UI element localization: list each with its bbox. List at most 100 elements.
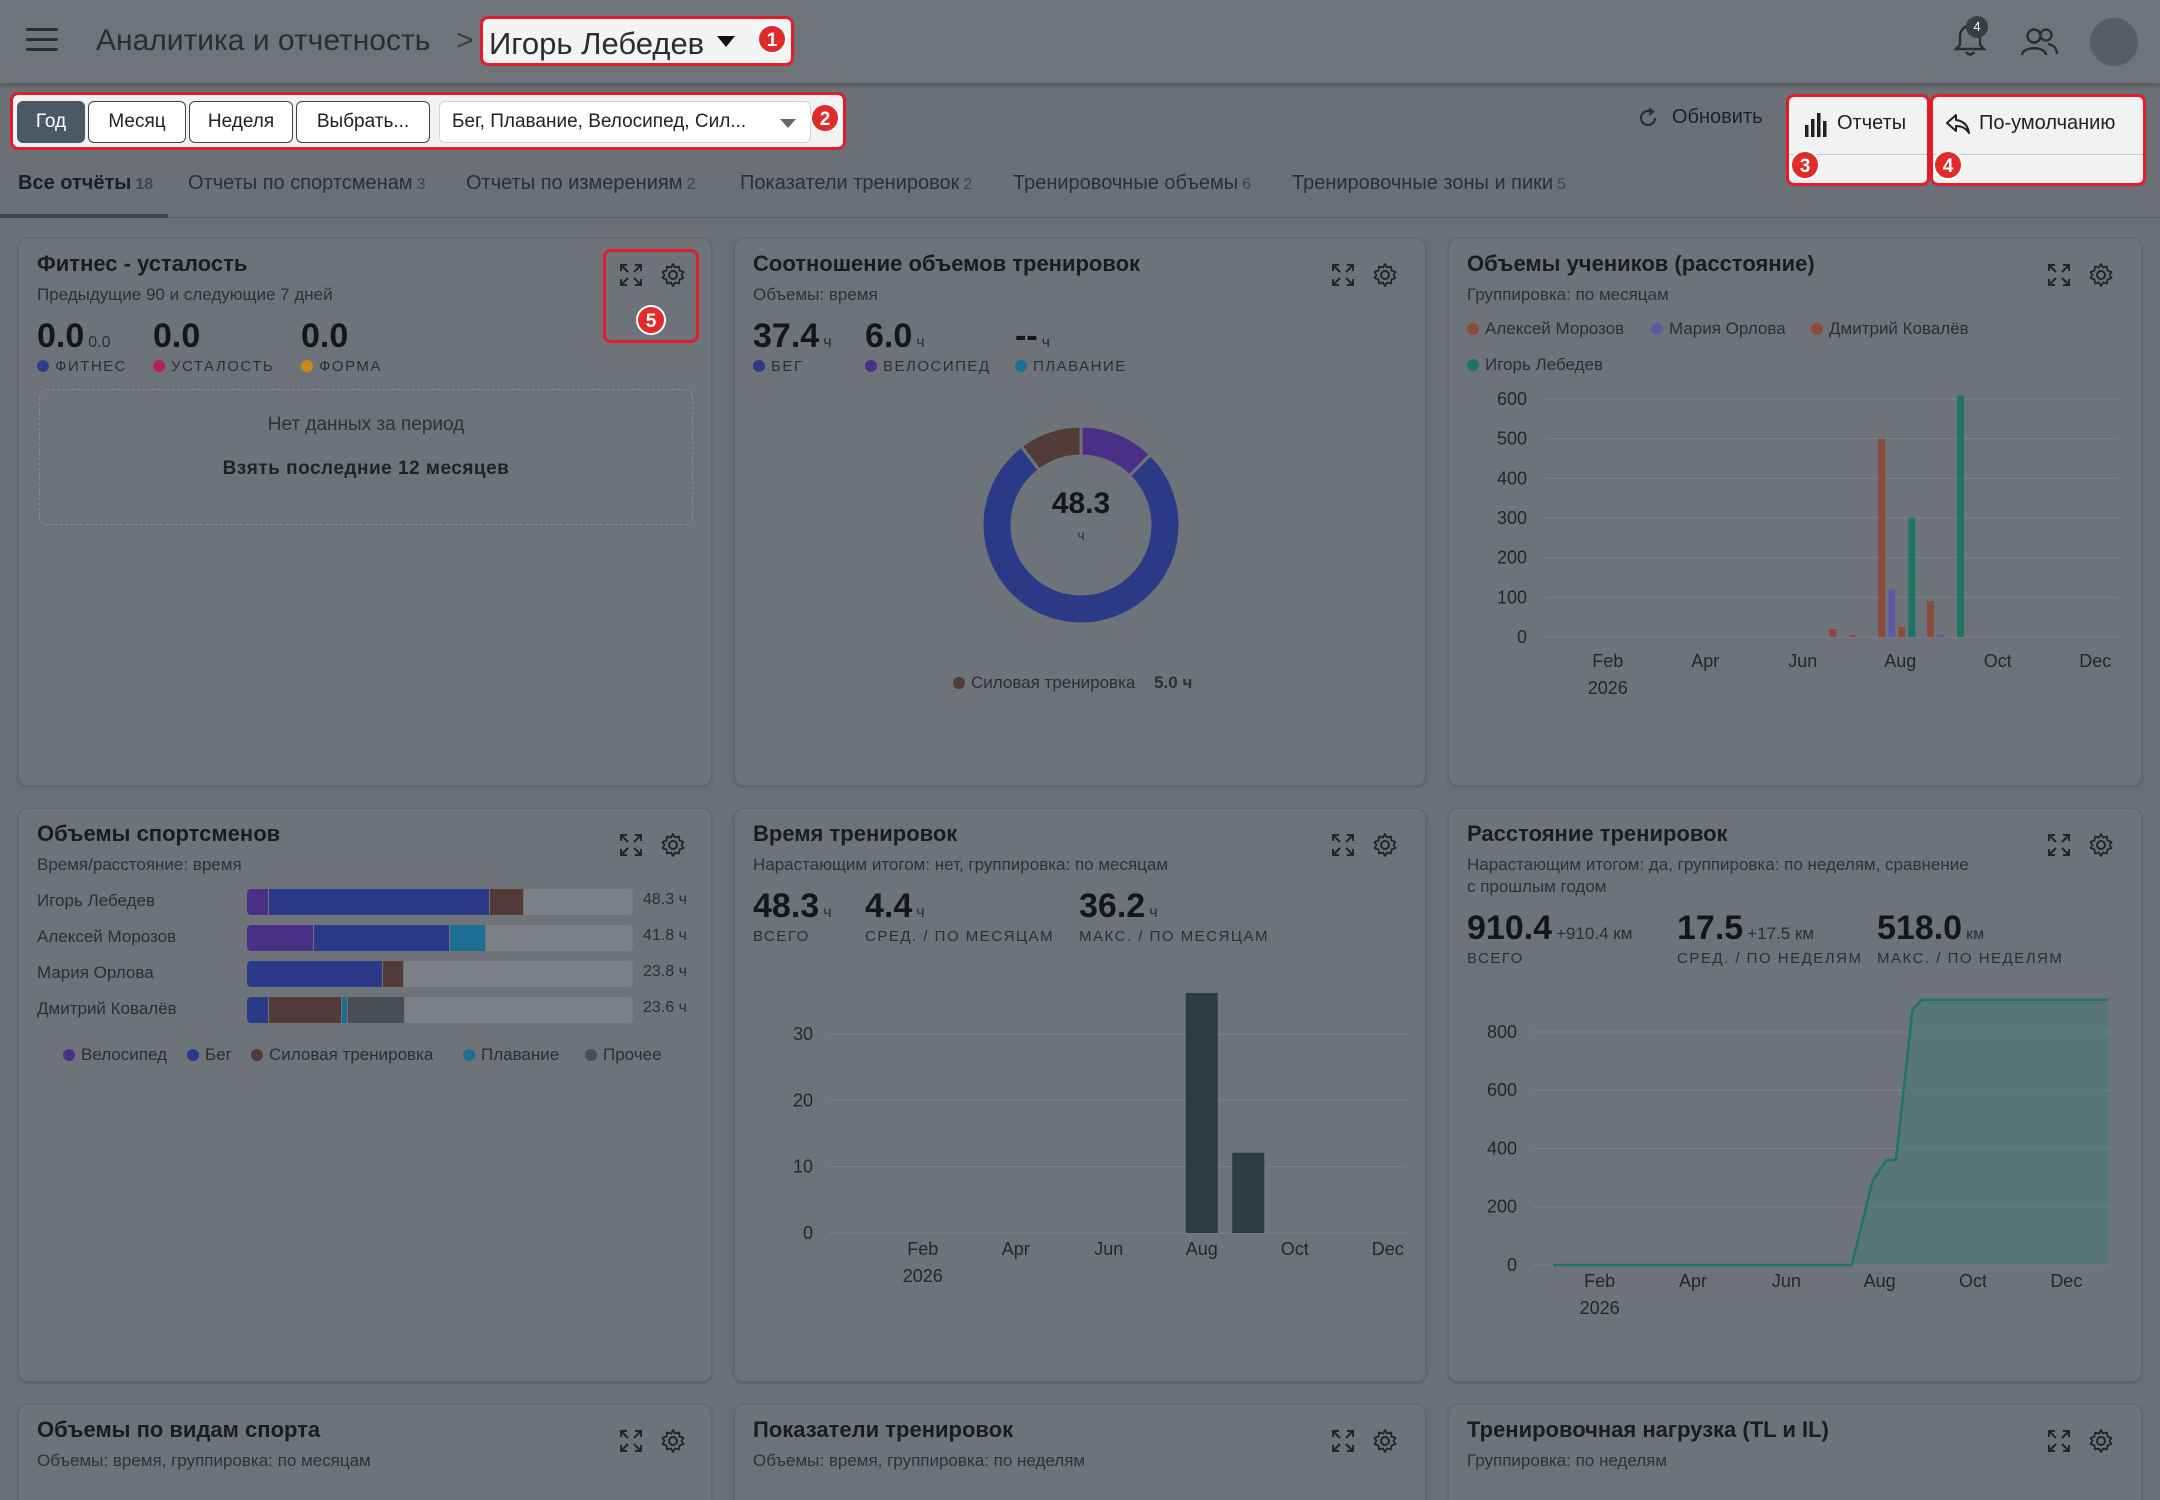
fitness-stat: 0.0 0.0 ФИТНЕС — [37, 317, 128, 375]
expand-icon[interactable] — [617, 1427, 645, 1455]
donut-center-value: 48.3 — [1051, 487, 1111, 520]
bar-3-8 — [1908, 518, 1916, 637]
card-subtitle-line1: Нарастающим итогом: да, группировка: по … — [1467, 855, 1969, 874]
total-distance-stat: 910.4 +910.4 км ВСЕГО — [1467, 909, 1633, 967]
x-year-label: 2026 — [1580, 1298, 1620, 1318]
expand-icon[interactable] — [2045, 1427, 2073, 1455]
x-tick-label: Jun — [1094, 1239, 1123, 1259]
legend-item: Дмитрий Ковалёв — [1811, 319, 1969, 339]
expand-icon[interactable] — [2045, 261, 2073, 289]
expand-icon[interactable] — [617, 261, 645, 289]
bar-Sep — [1232, 1152, 1265, 1233]
tab-measurement-reports[interactable]: Отчеты по измерениям 2 — [466, 172, 696, 194]
card-title: Объемы учеников (расстояние) — [1467, 251, 1815, 276]
athlete-selector[interactable]: Игорь Лебедев — [480, 16, 794, 66]
reports-button[interactable]: Отчеты — [1789, 97, 1927, 155]
x-tick-label: Aug — [1186, 1239, 1218, 1259]
tab-training-volumes[interactable]: Тренировочные объемы 6 — [1013, 172, 1251, 194]
refresh-label: Обновить — [1672, 106, 1763, 128]
tab-training-zones[interactable]: Тренировочные зоны и пики 5 — [1292, 172, 1567, 194]
default-label: По-умолчанию — [1979, 112, 2116, 134]
period-week-button[interactable]: Неделя — [189, 101, 293, 143]
x-tick-label: Oct — [1959, 1271, 1987, 1291]
card-subtitle: Время/расстояние: время — [37, 855, 242, 874]
caret-down-icon — [780, 119, 796, 128]
y-tick-label: 600 — [1497, 389, 1527, 409]
card-title: Расстояние тренировок — [1467, 821, 1728, 846]
athlete-value: 41.8 ч — [643, 927, 687, 944]
expand-icon[interactable] — [1329, 831, 1357, 859]
default-button[interactable]: По-умолчанию — [1933, 97, 2143, 155]
expand-icon[interactable] — [1329, 261, 1357, 289]
card-title: Тренировочная нагрузка (TL и IL) — [1467, 1417, 1829, 1442]
athlete-bar-track — [247, 925, 633, 951]
empty-state-text: Нет данных за период — [267, 414, 465, 435]
training-distance-area-chart: 0 200 400 600 800 Feb Apr Jun Aug Oct Dec 2026 — [1487, 998, 2113, 1318]
menu-icon[interactable] — [26, 28, 58, 54]
card-title: Время тренировок — [753, 821, 958, 846]
donut-slice-run — [980, 444, 1182, 626]
x-tick-label: Dec — [2079, 651, 2111, 671]
sport-filter-select[interactable]: Бег, Плавание, Велосипед, Сил... — [439, 101, 811, 143]
bar-Aug — [1185, 992, 1218, 1233]
y-tick-label: 0 — [1507, 1255, 1517, 1275]
legend-dot — [251, 1049, 263, 1061]
x-tick-label: Apr — [1002, 1239, 1030, 1259]
y-tick-label: 500 — [1497, 429, 1527, 449]
athlete-value: 23.6 ч — [643, 999, 687, 1016]
legend-item: Алексей Морозов — [1467, 319, 1624, 339]
run-dot — [753, 360, 765, 372]
expand-icon[interactable] — [617, 831, 645, 859]
x-tick-label: Apr — [1679, 1271, 1707, 1291]
tab-athlete-reports[interactable]: Отчеты по спортсменам 3 — [188, 172, 426, 194]
tab-workout-indicators[interactable]: Показатели тренировок 2 — [740, 172, 973, 194]
gear-icon[interactable] — [1371, 261, 1399, 289]
run-stat: 37.4 ч БЕГ — [753, 317, 832, 375]
period-month-button[interactable]: Месяц — [88, 101, 186, 143]
bar-segment-run — [314, 925, 450, 951]
legend-dot — [187, 1049, 199, 1061]
breadcrumb-root[interactable]: Аналитика и отчетность — [96, 24, 431, 57]
period-year-button[interactable]: Год — [17, 101, 85, 143]
period-custom-button[interactable]: Выбрать... — [296, 101, 430, 143]
students-volume-card: Объемы учеников (расстояние) Группировка… — [1448, 238, 2142, 786]
card-subtitle: Предыдущие 90 и следующие 7 дней — [37, 285, 333, 304]
form-dot — [301, 360, 313, 372]
reports-label: Отчеты — [1837, 112, 1907, 134]
athlete-name: Игорь Лебедев — [37, 891, 155, 910]
bar-segment-swim — [342, 997, 348, 1023]
marker-badge: 3 — [1790, 150, 1820, 180]
gear-icon[interactable] — [659, 1427, 687, 1455]
take-last-12-months-link[interactable]: Взять последние 12 месяцев — [222, 458, 510, 479]
x-year-label: 2026 — [903, 1266, 943, 1286]
gear-icon[interactable] — [2087, 1427, 2115, 1455]
gear-icon[interactable] — [659, 831, 687, 859]
x-tick-label: Dec — [2050, 1271, 2082, 1291]
y-tick-label: 600 — [1487, 1080, 1517, 1100]
legend-dot — [1811, 323, 1823, 335]
x-tick-label: Feb — [1592, 651, 1623, 671]
x-tick-label: Jun — [1788, 651, 1817, 671]
gear-icon[interactable] — [2087, 831, 2115, 859]
y-tick-label: 300 — [1497, 508, 1527, 528]
gear-icon[interactable] — [1371, 831, 1399, 859]
card-subtitle: Нарастающим итогом: нет, группировка: по… — [753, 855, 1169, 874]
expand-icon[interactable] — [2045, 831, 2073, 859]
avg-distance-stat: 17.5 +17.5 км СРЕД. / ПО НЕДЕЛЯМ — [1677, 909, 1863, 967]
gear-icon[interactable] — [1371, 1427, 1399, 1455]
people-icon[interactable] — [2018, 22, 2060, 62]
fitness-fatigue-card: Фитнес - усталость Предыдущие 90 и следу… — [18, 238, 712, 786]
athlete-bar-track — [247, 997, 633, 1023]
card-subtitle: Объемы: время, группировка: по неделям — [753, 1451, 1086, 1470]
tab-all-reports[interactable]: Все отчёты 18 — [18, 172, 154, 194]
card-actions-highlight — [603, 249, 699, 343]
gear-icon[interactable] — [659, 261, 687, 289]
legend-item: Велосипед — [63, 1045, 167, 1065]
marker-badge: 1 — [757, 24, 787, 54]
expand-icon[interactable] — [1329, 1427, 1357, 1455]
training-time-card: Время тренировок Нарастающим итогом: нет… — [734, 808, 1426, 1382]
bike-stat: 6.0 ч ВЕЛОСИПЕД — [865, 317, 991, 375]
avatar[interactable] — [2090, 18, 2138, 66]
gear-icon[interactable] — [2087, 261, 2115, 289]
donut-legend-item: Силовая тренировка 5.0 ч — [953, 673, 1192, 693]
